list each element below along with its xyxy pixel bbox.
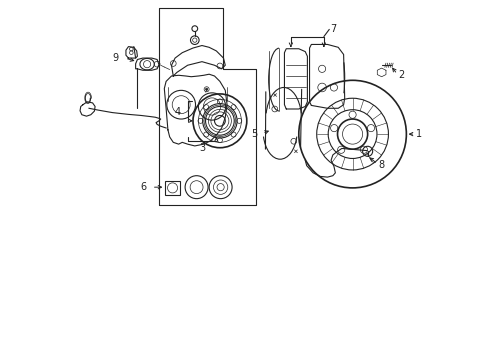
- Text: 5: 5: [251, 129, 258, 139]
- Text: 4: 4: [174, 107, 180, 117]
- Bar: [166, 181, 180, 195]
- Text: 1: 1: [416, 129, 422, 139]
- Text: 7: 7: [330, 24, 337, 34]
- Circle shape: [205, 88, 208, 90]
- Text: 6: 6: [140, 182, 146, 192]
- Text: 9: 9: [113, 53, 119, 63]
- Text: 8: 8: [379, 160, 385, 170]
- Text: 3: 3: [199, 143, 205, 153]
- Text: 2: 2: [398, 70, 405, 80]
